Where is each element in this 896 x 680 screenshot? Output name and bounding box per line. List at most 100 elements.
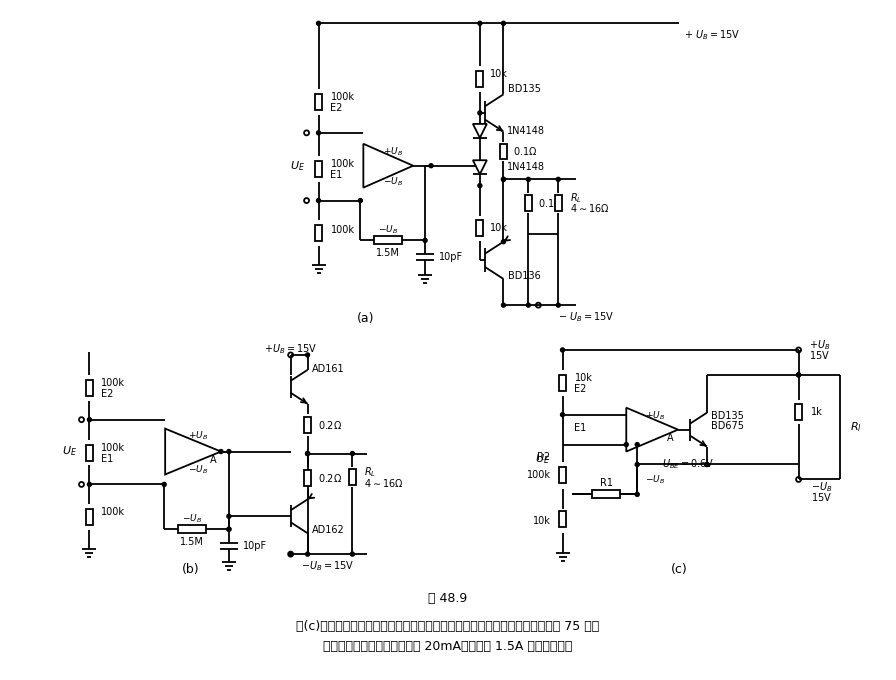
Bar bbox=[559, 375, 566, 391]
Text: E1: E1 bbox=[101, 454, 114, 464]
Text: $4{\sim}16\Omega$: $4{\sim}16\Omega$ bbox=[365, 477, 404, 490]
Text: $+\ U_B=15\mathrm{V}$: $+\ U_B=15\mathrm{V}$ bbox=[684, 29, 740, 42]
Text: $-U_B$: $-U_B$ bbox=[378, 223, 399, 236]
Text: 100k: 100k bbox=[331, 92, 355, 102]
Text: R2: R2 bbox=[538, 452, 550, 462]
Circle shape bbox=[306, 552, 309, 556]
Text: −: − bbox=[367, 170, 377, 183]
Circle shape bbox=[797, 373, 800, 377]
Bar bbox=[315, 160, 322, 177]
Circle shape bbox=[502, 240, 505, 243]
Text: 0.1$\Omega$: 0.1$\Omega$ bbox=[513, 146, 538, 158]
Circle shape bbox=[478, 184, 482, 188]
Text: 10pF: 10pF bbox=[243, 541, 267, 551]
Circle shape bbox=[88, 418, 91, 422]
Polygon shape bbox=[165, 428, 221, 475]
Text: +: + bbox=[630, 412, 641, 425]
Text: R1: R1 bbox=[599, 479, 613, 488]
Text: $U_E$: $U_E$ bbox=[290, 159, 306, 173]
Circle shape bbox=[227, 449, 231, 454]
Text: 0.1$\Omega$: 0.1$\Omega$ bbox=[538, 197, 563, 209]
Text: BD136: BD136 bbox=[508, 271, 541, 281]
Text: (b): (b) bbox=[182, 562, 200, 575]
Text: 10k: 10k bbox=[574, 373, 592, 383]
Text: $15\mathrm{V}$: $15\mathrm{V}$ bbox=[811, 492, 831, 503]
Text: 图(c)电路输出级仅用一个晶体管，构成射极跟随器。晶体管电流放大倍数约为 75 倍。: 图(c)电路输出级仅用一个晶体管，构成射极跟随器。晶体管电流放大倍数约为 75 … bbox=[297, 620, 599, 633]
Bar bbox=[525, 195, 532, 211]
Text: E1: E1 bbox=[331, 170, 343, 180]
Circle shape bbox=[289, 552, 293, 556]
Circle shape bbox=[219, 449, 223, 454]
Text: $-U_B$: $-U_B$ bbox=[811, 481, 832, 494]
Circle shape bbox=[316, 131, 321, 135]
Bar bbox=[315, 226, 322, 241]
Bar bbox=[304, 471, 311, 486]
Circle shape bbox=[502, 177, 505, 182]
Text: $+U_B$: $+U_B$ bbox=[383, 146, 403, 158]
Circle shape bbox=[306, 452, 309, 456]
Bar bbox=[555, 195, 562, 211]
Bar bbox=[592, 490, 620, 498]
Text: $-\ U_B=15\mathrm{V}$: $-\ U_B=15\mathrm{V}$ bbox=[558, 310, 615, 324]
Circle shape bbox=[797, 373, 800, 377]
Circle shape bbox=[316, 21, 321, 25]
Circle shape bbox=[502, 21, 505, 25]
Text: −: − bbox=[630, 434, 641, 447]
Circle shape bbox=[526, 303, 530, 307]
Bar bbox=[349, 469, 356, 486]
Text: $+U_B=15\mathrm{V}$: $+U_B=15\mathrm{V}$ bbox=[264, 342, 317, 356]
Text: (a): (a) bbox=[357, 311, 375, 324]
Circle shape bbox=[429, 164, 433, 168]
Text: 100k: 100k bbox=[101, 443, 125, 453]
Text: E1: E1 bbox=[574, 423, 587, 432]
Text: A: A bbox=[210, 454, 216, 464]
Polygon shape bbox=[473, 160, 487, 174]
Circle shape bbox=[561, 413, 564, 417]
Text: $15\mathrm{V}$: $15\mathrm{V}$ bbox=[808, 349, 830, 361]
Circle shape bbox=[306, 353, 309, 357]
Text: BD675: BD675 bbox=[711, 421, 744, 430]
Bar bbox=[559, 511, 566, 527]
Text: $-U_B$: $-U_B$ bbox=[645, 473, 665, 486]
Polygon shape bbox=[473, 124, 487, 138]
Circle shape bbox=[526, 177, 530, 182]
Text: $-U_B$: $-U_B$ bbox=[383, 175, 403, 188]
Text: 100k: 100k bbox=[331, 158, 355, 169]
Circle shape bbox=[423, 239, 427, 242]
Text: $U_{BE}=0.6\mathrm{V}$: $U_{BE}=0.6\mathrm{V}$ bbox=[662, 458, 715, 471]
Text: E2: E2 bbox=[574, 384, 587, 394]
Circle shape bbox=[358, 199, 362, 203]
Text: 1k: 1k bbox=[811, 407, 823, 417]
Circle shape bbox=[88, 482, 91, 486]
Text: BD135: BD135 bbox=[711, 411, 744, 421]
Circle shape bbox=[502, 177, 505, 182]
Text: 1N4148: 1N4148 bbox=[507, 126, 545, 136]
Polygon shape bbox=[626, 408, 678, 452]
Circle shape bbox=[625, 443, 628, 447]
Text: 100k: 100k bbox=[101, 507, 125, 517]
Text: 10k: 10k bbox=[490, 224, 508, 233]
Text: 0.2$\Omega$: 0.2$\Omega$ bbox=[317, 473, 341, 484]
Text: 10k: 10k bbox=[533, 516, 550, 526]
Circle shape bbox=[478, 111, 482, 115]
Text: $+U_B$: $+U_B$ bbox=[808, 338, 830, 352]
Text: 运算放大器的最大消耗电流为 20mA，可控制 1.5A 的输出电流。: 运算放大器的最大消耗电流为 20mA，可控制 1.5A 的输出电流。 bbox=[323, 641, 573, 653]
Text: $R_L$: $R_L$ bbox=[365, 466, 376, 479]
Circle shape bbox=[635, 462, 639, 466]
Bar bbox=[304, 417, 311, 432]
Bar bbox=[795, 404, 802, 420]
Text: $-U_B$: $-U_B$ bbox=[182, 512, 202, 524]
Text: $R_l$: $R_l$ bbox=[850, 420, 862, 434]
Text: E2: E2 bbox=[331, 103, 343, 113]
Text: $R_L$: $R_L$ bbox=[570, 191, 582, 205]
Text: (c): (c) bbox=[671, 562, 687, 575]
Text: BD135: BD135 bbox=[508, 84, 541, 94]
Text: 1N4148: 1N4148 bbox=[507, 163, 545, 172]
Circle shape bbox=[705, 462, 709, 466]
Circle shape bbox=[502, 303, 505, 307]
Text: 1.5M: 1.5M bbox=[180, 537, 204, 547]
Text: AD162: AD162 bbox=[312, 525, 344, 535]
Bar bbox=[86, 445, 93, 460]
Text: E2: E2 bbox=[101, 389, 114, 398]
Text: $+U_B$: $+U_B$ bbox=[645, 409, 665, 422]
